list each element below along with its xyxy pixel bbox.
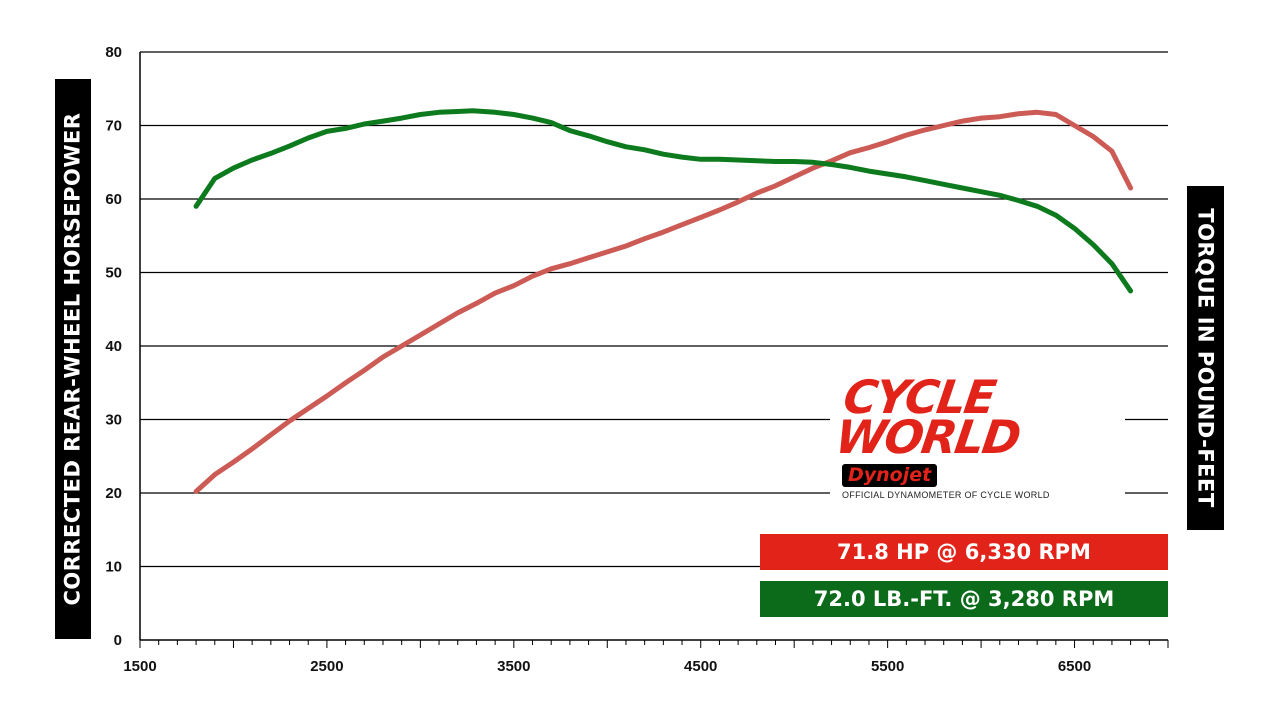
y-tick-label-50: 50 (105, 265, 122, 282)
y-axis-label-left-text: CORRECTED REAR-WHEEL HORSEPOWER (61, 112, 86, 606)
peak-torque-banner: 72.0 LB.-FT. @ 3,280 RPM (760, 581, 1168, 617)
y-tick-label-40: 40 (105, 338, 122, 355)
series-line-horsepower (193, 109, 1134, 494)
y-tick-label-70: 70 (105, 118, 122, 135)
peak-horsepower-banner: 71.8 HP @ 6,330 RPM (760, 534, 1168, 570)
logo-tagline: OFFICIAL DYNAMOMETER OF CYCLE WORLD (842, 490, 1050, 500)
y-axis-label-right: TORQUE IN POUND-FEET (1187, 186, 1224, 530)
gridlines (139, 51, 1168, 641)
x-axis-ticks: 1500 2500 3500 4500 5500 6500 (123, 640, 1169, 675)
x-tick-label-2500: 2500 (310, 658, 343, 675)
y-tick-label-20: 20 (105, 485, 122, 502)
logo-world-text: WORLD (832, 410, 1023, 464)
x-tick-label-1500: 1500 (123, 658, 156, 675)
dynojet-badge: Dynojet (842, 464, 938, 487)
y-tick-label-0: 0 (114, 632, 122, 649)
x-tick-label-5500: 5500 (871, 658, 904, 675)
y-tick-label-60: 60 (105, 191, 122, 208)
x-tick-label-6500: 6500 (1058, 658, 1091, 675)
y-axis-label-left: CORRECTED REAR-WHEEL HORSEPOWER (55, 79, 91, 639)
series-line-torque (193, 108, 1134, 294)
y-tick-label-10: 10 (105, 559, 122, 576)
x-tick-label-4500: 4500 (684, 658, 717, 675)
data-series (193, 108, 1134, 494)
y-axis-label-right-text: TORQUE IN POUND-FEET (1193, 208, 1218, 508)
y-tick-label-30: 30 (105, 412, 122, 429)
y-axis-ticks: 0 10 20 30 40 50 60 70 80 (105, 44, 122, 649)
y-tick-label-80: 80 (105, 44, 122, 61)
cycle-world-logo: CYCLE WORLD Dynojet OFFICIAL DYNAMOMETER… (830, 370, 1125, 504)
x-tick-label-3500: 3500 (497, 658, 530, 675)
